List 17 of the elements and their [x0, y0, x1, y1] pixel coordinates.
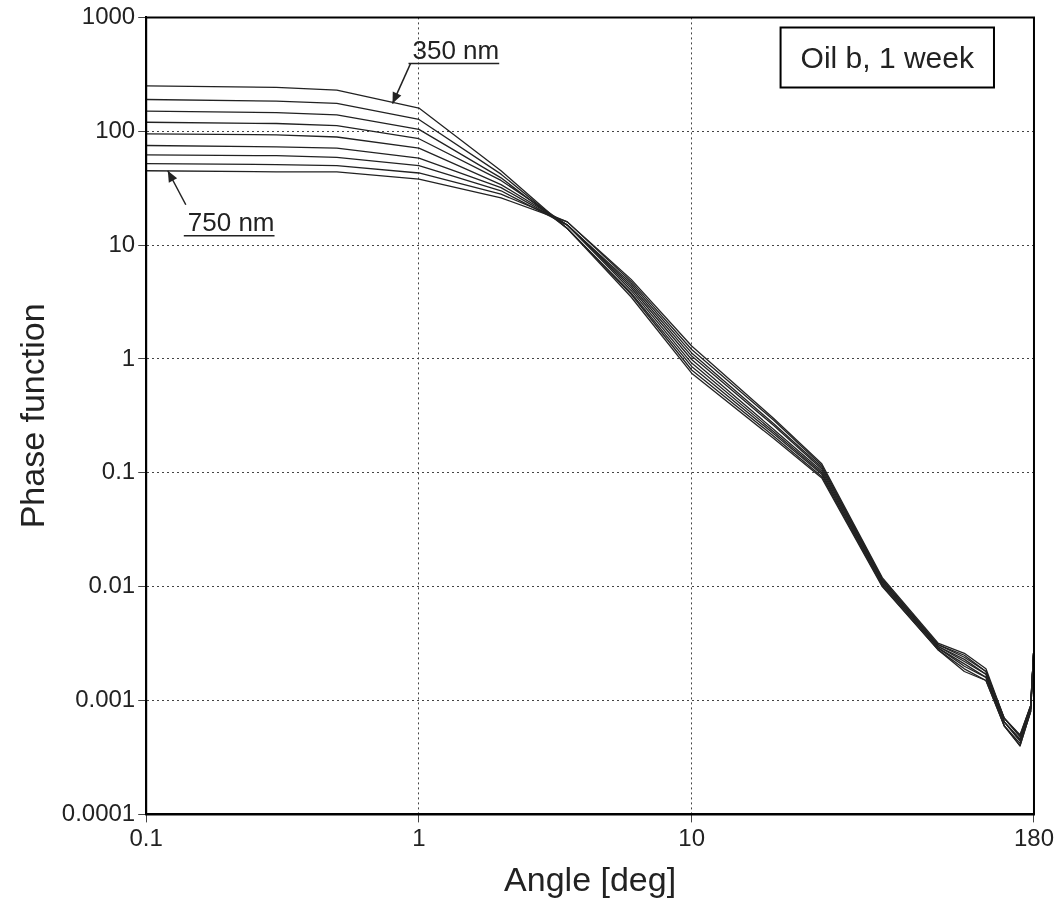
x-tick-label: 1 [412, 824, 426, 852]
y-tick-label: 10 [108, 229, 136, 257]
y-tick-label: 100 [95, 115, 136, 143]
y-tick-label: 0.0001 [61, 799, 136, 827]
y-axis-title: Phase function [12, 303, 51, 529]
x-tick-label: 0.1 [129, 824, 163, 852]
y-tick-label: 1 [121, 343, 136, 371]
x-tick-label: 180 [1013, 824, 1054, 852]
y-tick-label: 0.01 [88, 571, 136, 599]
x-axis-title: Angle [deg] [504, 859, 677, 898]
y-tick-label: 0.1 [101, 457, 136, 485]
annotation: 350 nm [412, 34, 500, 65]
x-tick-label: 10 [678, 824, 705, 852]
text: Oil b, 1 week [800, 40, 975, 74]
y-tick-label: 1000 [81, 2, 136, 30]
y-tick-label: 0.001 [75, 685, 136, 713]
annotation: 750 nm [187, 206, 275, 237]
